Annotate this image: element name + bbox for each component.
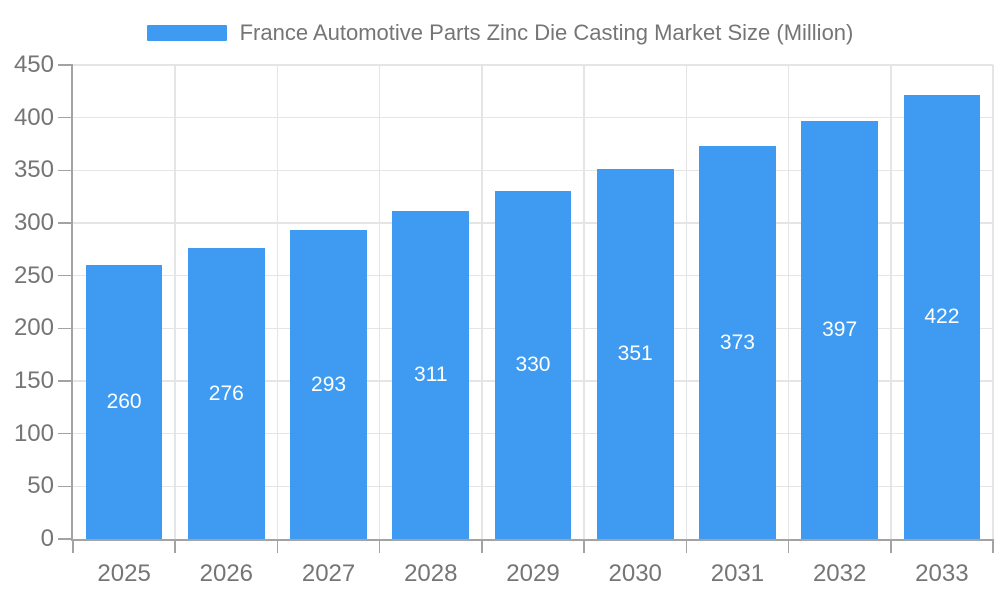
bar[interactable]: 260 <box>85 265 163 539</box>
y-axis-tick <box>58 169 73 172</box>
x-tick-label: 2026 <box>199 560 254 587</box>
v-gridline <box>276 65 279 539</box>
y-axis-tick <box>58 327 73 330</box>
bar-value-label: 397 <box>822 317 858 341</box>
h-gridline <box>73 169 993 172</box>
x-axis-tick <box>992 539 994 553</box>
x-axis-tick <box>481 539 483 553</box>
y-tick-label: 300 <box>13 209 54 236</box>
x-axis-tick <box>890 539 892 553</box>
bar[interactable]: 311 <box>392 211 470 539</box>
bar[interactable]: 330 <box>494 191 572 539</box>
v-gridline <box>890 65 892 539</box>
v-gridline <box>583 65 585 539</box>
y-tick-label: 450 <box>13 51 54 78</box>
bar-value-label: 373 <box>719 330 755 354</box>
v-gridline <box>481 65 483 539</box>
legend-swatch[interactable] <box>146 25 227 41</box>
y-axis-tick <box>58 432 73 435</box>
bar-value-label: 311 <box>414 363 448 387</box>
h-gridline <box>73 64 993 66</box>
x-axis-tick <box>72 539 74 553</box>
x-axis-tick <box>787 539 790 553</box>
bar-value-label: 351 <box>617 342 653 366</box>
bar[interactable]: 422 <box>903 94 981 539</box>
bar-value-label: 422 <box>924 304 960 328</box>
bar-value-label: 260 <box>106 390 142 414</box>
y-tick-label: 0 <box>40 525 54 552</box>
plot-area: 260 276 293 311 330 351 373 397 422 <box>71 64 994 541</box>
y-tick-label: 150 <box>13 367 54 394</box>
bar-value-label: 330 <box>515 353 551 377</box>
x-tick-label: 2029 <box>506 560 560 587</box>
x-tick-label: 2030 <box>608 560 662 587</box>
x-tick-label: 2032 <box>812 560 867 587</box>
y-axis-tick <box>58 222 73 224</box>
h-gridline <box>73 116 993 119</box>
x-axis-tick <box>276 539 279 553</box>
x-tick-label: 2033 <box>915 560 969 587</box>
y-axis-tick <box>58 485 73 488</box>
y-axis-tick <box>58 538 73 540</box>
bar[interactable]: 397 <box>801 120 878 539</box>
x-tick-label: 2025 <box>97 560 151 587</box>
v-gridline <box>685 65 688 539</box>
x-axis-tick <box>378 539 381 553</box>
y-tick-label: 200 <box>13 314 54 342</box>
x-tick-label: 2028 <box>404 560 458 587</box>
y-axis-tick <box>58 380 73 382</box>
y-tick-label: 100 <box>13 419 54 447</box>
bar-value-label: 276 <box>208 381 244 405</box>
x-tick-label: 2027 <box>301 560 356 587</box>
y-tick-label: 50 <box>27 472 54 500</box>
y-axis-tick <box>58 64 73 66</box>
x-axis-tick <box>685 539 688 553</box>
v-gridline <box>992 65 994 539</box>
y-tick-label: 400 <box>13 103 54 131</box>
y-axis-tick <box>58 274 73 277</box>
x-axis-tick <box>583 539 585 553</box>
v-gridline <box>174 65 176 539</box>
v-gridline <box>787 65 790 539</box>
legend[interactable]: France Automotive Parts Zinc Die Casting… <box>0 16 1000 50</box>
bar[interactable]: 373 <box>699 146 776 539</box>
y-axis-tick <box>58 116 73 119</box>
v-gridline <box>378 65 381 539</box>
y-tick-label: 350 <box>13 156 54 184</box>
bar[interactable]: 293 <box>290 230 367 539</box>
x-axis-tick <box>174 539 176 553</box>
bar[interactable]: 351 <box>596 169 674 539</box>
x-tick-label: 2031 <box>710 560 765 587</box>
bar[interactable]: 276 <box>188 248 265 539</box>
bar-value-label: 293 <box>311 372 347 396</box>
y-tick-label: 250 <box>13 261 54 289</box>
chart-title: France Automotive Parts Zinc Die Casting… <box>239 20 854 45</box>
